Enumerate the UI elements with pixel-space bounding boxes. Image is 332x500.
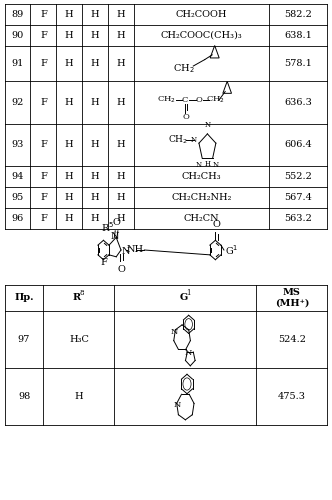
Text: R: R xyxy=(72,293,80,302)
Text: H: H xyxy=(91,98,99,107)
Text: CH$_2$: CH$_2$ xyxy=(206,95,224,106)
Text: 97: 97 xyxy=(18,335,30,344)
Text: 567.4: 567.4 xyxy=(284,193,312,202)
Text: H: H xyxy=(117,98,125,107)
Text: H: H xyxy=(75,392,83,401)
Text: CH$_2$: CH$_2$ xyxy=(168,134,189,146)
Text: 524.2: 524.2 xyxy=(278,335,306,344)
Text: H: H xyxy=(117,30,125,40)
Text: O: O xyxy=(113,218,121,227)
Text: H: H xyxy=(65,172,73,181)
Text: 89: 89 xyxy=(12,10,24,19)
Text: N: N xyxy=(196,162,202,170)
Text: 93: 93 xyxy=(11,140,24,149)
Text: C: C xyxy=(182,96,188,104)
Text: H: H xyxy=(117,193,125,202)
Text: Пр.: Пр. xyxy=(14,293,34,302)
Text: F: F xyxy=(40,59,47,68)
Text: 606.4: 606.4 xyxy=(285,140,312,149)
Text: 582.2: 582.2 xyxy=(284,10,312,19)
Text: H: H xyxy=(117,140,125,149)
Text: N: N xyxy=(111,232,119,241)
Text: 91: 91 xyxy=(11,59,24,68)
Text: N: N xyxy=(190,136,197,144)
Text: CH₂CN: CH₂CN xyxy=(184,214,219,222)
Text: 578.1: 578.1 xyxy=(284,59,312,68)
Text: 90: 90 xyxy=(12,30,24,40)
Text: F: F xyxy=(40,172,47,181)
Text: (MH⁺): (MH⁺) xyxy=(275,298,309,308)
Text: H: H xyxy=(65,214,73,222)
Text: CH₂COOH: CH₂COOH xyxy=(176,10,227,19)
Text: 92: 92 xyxy=(11,98,24,107)
Text: 98: 98 xyxy=(18,392,30,401)
Text: H: H xyxy=(91,140,99,149)
Text: 636.3: 636.3 xyxy=(284,98,312,107)
Text: O: O xyxy=(212,220,220,228)
Text: H: H xyxy=(117,172,125,181)
Text: 552.2: 552.2 xyxy=(284,172,312,181)
Text: H: H xyxy=(65,140,73,149)
Text: G: G xyxy=(179,293,188,302)
Text: H₃C: H₃C xyxy=(69,335,89,344)
Text: F: F xyxy=(40,140,47,149)
Text: CH$_2$: CH$_2$ xyxy=(173,62,194,75)
Text: 8: 8 xyxy=(80,290,84,298)
Text: F: F xyxy=(40,98,47,107)
Text: N: N xyxy=(184,348,192,356)
Text: R$^5$: R$^5$ xyxy=(101,220,114,234)
Text: 95: 95 xyxy=(12,193,24,202)
Text: F: F xyxy=(100,258,107,268)
Text: N: N xyxy=(174,401,181,409)
Text: CH$_2$: CH$_2$ xyxy=(157,95,176,106)
Text: F: F xyxy=(40,10,47,19)
Text: O: O xyxy=(195,96,202,104)
Text: H: H xyxy=(91,214,99,222)
Text: CH₂COOC(CH₃)₃: CH₂COOC(CH₃)₃ xyxy=(161,30,242,40)
Text: H: H xyxy=(117,214,125,222)
Text: H: H xyxy=(205,160,211,168)
Text: F: F xyxy=(40,214,47,222)
Text: 563.2: 563.2 xyxy=(284,214,312,222)
Text: N: N xyxy=(122,247,130,256)
Text: F: F xyxy=(40,30,47,40)
Text: O: O xyxy=(182,114,189,122)
Text: NH: NH xyxy=(127,246,144,254)
Text: MS: MS xyxy=(283,288,301,297)
Text: H: H xyxy=(65,30,73,40)
Text: F: F xyxy=(40,193,47,202)
Text: H: H xyxy=(65,193,73,202)
Text: 96: 96 xyxy=(12,214,24,222)
Text: G$^1$: G$^1$ xyxy=(225,243,238,257)
Text: H: H xyxy=(91,59,99,68)
Text: N: N xyxy=(213,162,219,170)
Text: H: H xyxy=(117,10,125,19)
Text: CH₂CH₂NH₂: CH₂CH₂NH₂ xyxy=(171,193,232,202)
Text: H: H xyxy=(91,172,99,181)
Text: H: H xyxy=(65,10,73,19)
Text: H: H xyxy=(65,59,73,68)
Text: N: N xyxy=(205,121,210,129)
Text: N: N xyxy=(171,328,178,336)
Text: CH₂CH₃: CH₂CH₃ xyxy=(182,172,221,181)
Text: H: H xyxy=(91,193,99,202)
Text: 94: 94 xyxy=(11,172,24,181)
Text: H: H xyxy=(65,98,73,107)
Text: 475.3: 475.3 xyxy=(278,392,306,401)
Text: 1: 1 xyxy=(186,290,191,298)
Text: O: O xyxy=(117,266,125,274)
Text: H: H xyxy=(117,59,125,68)
Text: 638.1: 638.1 xyxy=(284,30,312,40)
Text: H: H xyxy=(91,30,99,40)
Text: H: H xyxy=(91,10,99,19)
